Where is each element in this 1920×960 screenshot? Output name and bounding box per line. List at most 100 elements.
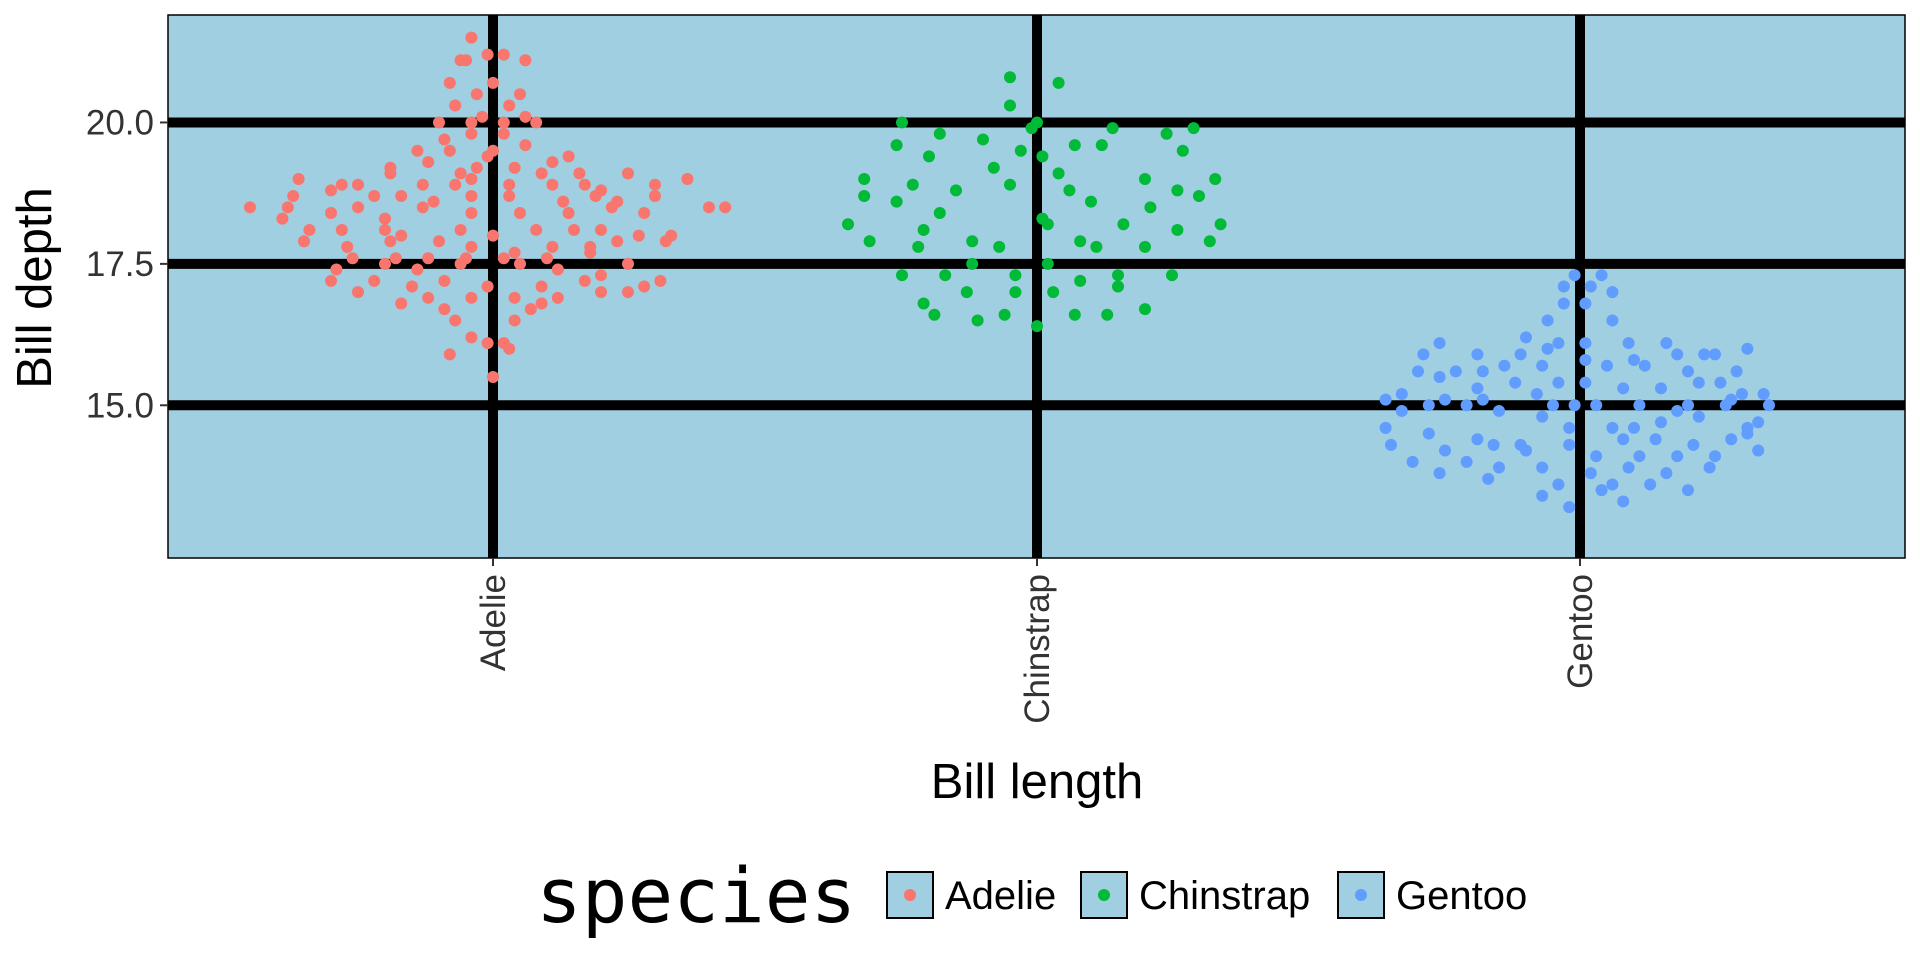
data-point-gentoo [1584,467,1597,480]
data-point-chinstrap [842,218,854,231]
data-point-adelie [352,286,364,299]
data-point-adelie [530,116,543,129]
data-point-gentoo [1439,444,1451,457]
data-point-chinstrap [966,235,979,248]
data-point-adelie [422,252,435,265]
data-point-adelie [497,48,510,61]
data-point-gentoo [1471,433,1484,446]
data-point-chinstrap [1004,99,1016,112]
data-point-adelie [584,246,597,259]
data-point-gentoo [1633,399,1646,412]
data-point-gentoo [1493,404,1505,417]
data-point-adelie [649,190,661,202]
data-point-gentoo [1606,478,1619,491]
data-point-adelie [578,178,591,191]
data-point-adelie [287,190,300,202]
data-point-gentoo [1757,387,1770,400]
data-point-chinstrap [1160,127,1173,140]
data-point-adelie [384,235,397,248]
data-point-adelie [541,252,553,265]
data-point-gentoo [1725,433,1738,446]
data-point-adelie [465,127,478,140]
data-point-chinstrap [1095,139,1108,152]
data-point-gentoo [1606,286,1619,299]
data-point-adelie [535,280,548,293]
data-point-adelie [519,54,532,67]
data-point-chinstrap [998,308,1011,321]
data-point-adelie [611,235,624,248]
data-point-adelie [519,110,532,123]
data-point-chinstrap [1176,144,1189,157]
data-point-adelie [638,280,651,293]
data-point-adelie [622,167,634,180]
data-point-adelie [298,235,310,248]
data-point-adelie [508,246,521,259]
data-point-chinstrap [912,240,925,253]
data-point-adelie [443,144,456,157]
data-point-gentoo [1552,376,1565,389]
data-point-gentoo [1622,461,1635,474]
data-point-gentoo [1709,348,1721,361]
data-point-gentoo [1682,484,1694,497]
data-point-gentoo [1730,365,1743,378]
data-point-adelie [719,201,732,214]
data-point-adelie [244,201,256,214]
data-point-adelie [470,161,483,174]
data-point-chinstrap [1052,76,1065,89]
data-point-adelie [622,286,634,299]
data-point-adelie [557,195,570,208]
data-point-gentoo [1617,382,1630,395]
data-point-adelie [395,297,408,310]
data-point-gentoo [1471,382,1484,395]
data-point-gentoo [1536,461,1549,474]
data-point-adelie [659,235,672,248]
data-point-chinstrap [1187,122,1200,135]
data-point-adelie [638,206,651,219]
data-point-gentoo [1530,387,1543,400]
data-point-chinstrap [1171,184,1184,197]
data-point-adelie [325,274,337,287]
data-point-gentoo [1682,365,1694,378]
data-point-chinstrap [1009,269,1022,282]
data-point-gentoo [1682,399,1694,412]
data-point-adelie [384,167,397,180]
data-point-gentoo [1541,314,1554,327]
data-point-adelie [325,184,337,197]
data-point-gentoo [1460,455,1473,468]
data-point-gentoo [1736,387,1748,400]
legend-title: species [536,851,856,940]
data-point-adelie [503,99,516,112]
data-point-adelie [573,167,586,180]
data-point-adelie [681,173,694,186]
data-point-gentoo [1563,501,1576,514]
data-point-chinstrap [1074,235,1087,248]
data-point-adelie [514,257,526,270]
data-point-chinstrap [939,269,952,282]
data-point-gentoo [1536,410,1549,423]
data-point-gentoo [1385,438,1397,451]
data-point-adelie [481,280,494,293]
data-point-adelie [460,54,472,67]
data-point-chinstrap [966,257,979,270]
data-point-gentoo [1476,393,1489,406]
data-point-gentoo [1709,450,1721,463]
data-point-adelie [465,240,478,253]
data-point-gentoo [1482,472,1495,485]
data-point-chinstrap [1139,173,1151,186]
data-point-adelie [352,178,364,191]
data-point-gentoo [1509,376,1522,389]
data-point-adelie [508,291,521,304]
data-point-chinstrap [977,133,989,146]
x-axis-title: Bill length [931,755,1143,809]
data-point-chinstrap [1085,195,1097,208]
data-point-gentoo [1547,399,1559,412]
data-point-chinstrap [863,235,876,248]
data-point-gentoo [1617,433,1630,446]
data-point-adelie [497,127,510,140]
data-point-chinstrap [1112,280,1124,293]
data-point-adelie [427,195,440,208]
data-point-gentoo [1671,404,1684,417]
data-point-gentoo [1671,348,1684,361]
data-point-adelie [546,156,559,169]
data-point-adelie [438,274,451,287]
